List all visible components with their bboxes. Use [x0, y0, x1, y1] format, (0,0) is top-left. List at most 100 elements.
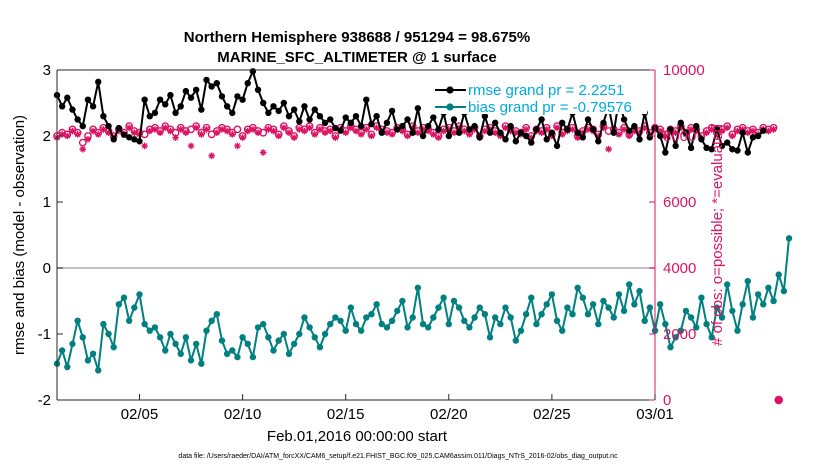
right-tick-label: 0: [663, 392, 671, 409]
bias-point: [672, 334, 679, 341]
obs-evaluated-point: [435, 134, 442, 141]
obs-evaluated-point: [79, 145, 87, 153]
bias-point: [244, 340, 251, 348]
rmse-point: [662, 149, 669, 156]
rmse-point: [708, 146, 715, 153]
rmse-point: [713, 126, 721, 133]
rmse-point: [419, 132, 427, 140]
bias-point: [533, 320, 540, 328]
x-tick-label: 02/05: [121, 406, 159, 423]
rmse-point: [538, 116, 545, 123]
obs-evaluated-point: [775, 396, 783, 404]
bias-point: [270, 347, 277, 354]
rmse-point: [656, 132, 664, 140]
rmse-point: [105, 122, 112, 130]
obs-evaluated-point: [69, 127, 76, 135]
x-tick-label: 02/20: [430, 406, 468, 423]
rmse-point: [249, 68, 257, 75]
rmse-point: [285, 113, 293, 120]
rmse-point: [332, 124, 339, 132]
rmse-point: [347, 119, 355, 127]
rmse-point: [58, 103, 66, 110]
rmse-point: [327, 116, 334, 123]
bias-point: [522, 311, 530, 318]
bias-point: [285, 350, 293, 357]
bias-point: [409, 314, 416, 321]
obs-evaluated-point: [491, 129, 499, 136]
rmse-point: [363, 96, 370, 103]
rmse-point: [414, 105, 422, 112]
obs-evaluated-point: [594, 132, 602, 140]
obs-evaluated-point: [64, 132, 71, 140]
rmse-point: [564, 126, 571, 133]
bias-point: [69, 340, 76, 348]
bias-point: [347, 304, 355, 311]
rmse-point: [239, 96, 246, 103]
rmse-point: [337, 127, 344, 134]
obs-evaluated-point: [512, 129, 520, 136]
obs-evaluated-point: [373, 124, 380, 132]
obs-evaluated-point: [295, 126, 303, 133]
bias-point: [615, 291, 623, 298]
rmse-point: [172, 109, 179, 117]
bias-point: [430, 314, 437, 321]
obs-evaluated-point: [74, 131, 81, 138]
bias-point: [687, 314, 695, 321]
bias-point: [569, 311, 576, 318]
rmse-point: [548, 129, 556, 136]
rmse-point: [466, 126, 473, 133]
bias-point: [512, 337, 520, 344]
rmse-point: [244, 80, 251, 87]
bias-point: [74, 317, 81, 324]
bias-point: [754, 291, 762, 298]
obs-evaluated-point: [301, 127, 308, 135]
obs-evaluated-point: [744, 129, 752, 136]
bias-point: [626, 281, 633, 288]
bias-point: [600, 297, 607, 305]
bias-point: [321, 330, 329, 338]
bias-point: [486, 334, 494, 341]
obs-evaluated-point: [615, 131, 623, 138]
obs-evaluated-point: [105, 129, 112, 136]
obs-evaluated-point: [265, 126, 272, 133]
rmse-point: [208, 83, 215, 90]
bias-point: [548, 291, 556, 298]
rmse-point: [187, 94, 195, 101]
obs-evaluated-point: [352, 127, 360, 135]
obs-evaluated-point: [228, 131, 236, 138]
rmse-point: [595, 138, 602, 145]
bias-point: [471, 314, 478, 321]
bias-point: [435, 304, 442, 311]
rmse-point: [703, 144, 710, 152]
bias-point: [357, 327, 365, 334]
bias-point: [260, 320, 267, 328]
rmse-point: [409, 129, 416, 136]
bias-point: [677, 327, 684, 334]
bias-point: [368, 311, 375, 318]
bias-point: [481, 311, 489, 318]
bias-point: [553, 317, 561, 324]
bias-point: [739, 301, 746, 308]
bias-point: [445, 320, 452, 328]
bias-point: [574, 284, 581, 291]
rmse-point: [79, 122, 86, 130]
obs-evaluated-point: [146, 127, 154, 135]
obs-evaluated-point: [692, 127, 700, 135]
bias-point: [662, 320, 669, 328]
rmse-point: [316, 113, 324, 120]
left-axis-ticks: -2 -1 0 1 2 3: [38, 62, 63, 409]
obs-evaluated-point: [172, 134, 179, 141]
left-tick-label: 0: [43, 260, 51, 277]
obs-evaluated-point: [177, 126, 185, 133]
rmse-point: [584, 116, 592, 123]
rmse-point: [533, 126, 540, 133]
obs-evaluated-point: [481, 127, 489, 135]
obs-evaluated-point: [218, 126, 226, 133]
bias-point: [352, 320, 360, 328]
obs-evaluated-point: [285, 129, 293, 136]
bias-point: [610, 314, 617, 321]
obs-evaluated-point: [409, 124, 417, 132]
obs-evaluated-point: [234, 142, 241, 150]
obs-evaluated-point: [203, 126, 210, 133]
obs-evaluated-point: [187, 142, 195, 150]
